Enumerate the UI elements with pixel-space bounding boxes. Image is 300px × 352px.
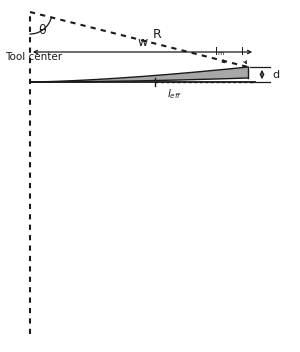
Text: θ: θ bbox=[38, 24, 46, 37]
Polygon shape bbox=[30, 67, 248, 82]
Text: d: d bbox=[272, 69, 279, 80]
Text: $l_{eff}$: $l_{eff}$ bbox=[167, 87, 182, 101]
Text: lₘ: lₘ bbox=[215, 47, 225, 57]
Text: w: w bbox=[137, 36, 148, 49]
Text: l: l bbox=[242, 47, 244, 57]
Text: Tool center: Tool center bbox=[5, 52, 62, 62]
Text: R: R bbox=[153, 28, 161, 41]
